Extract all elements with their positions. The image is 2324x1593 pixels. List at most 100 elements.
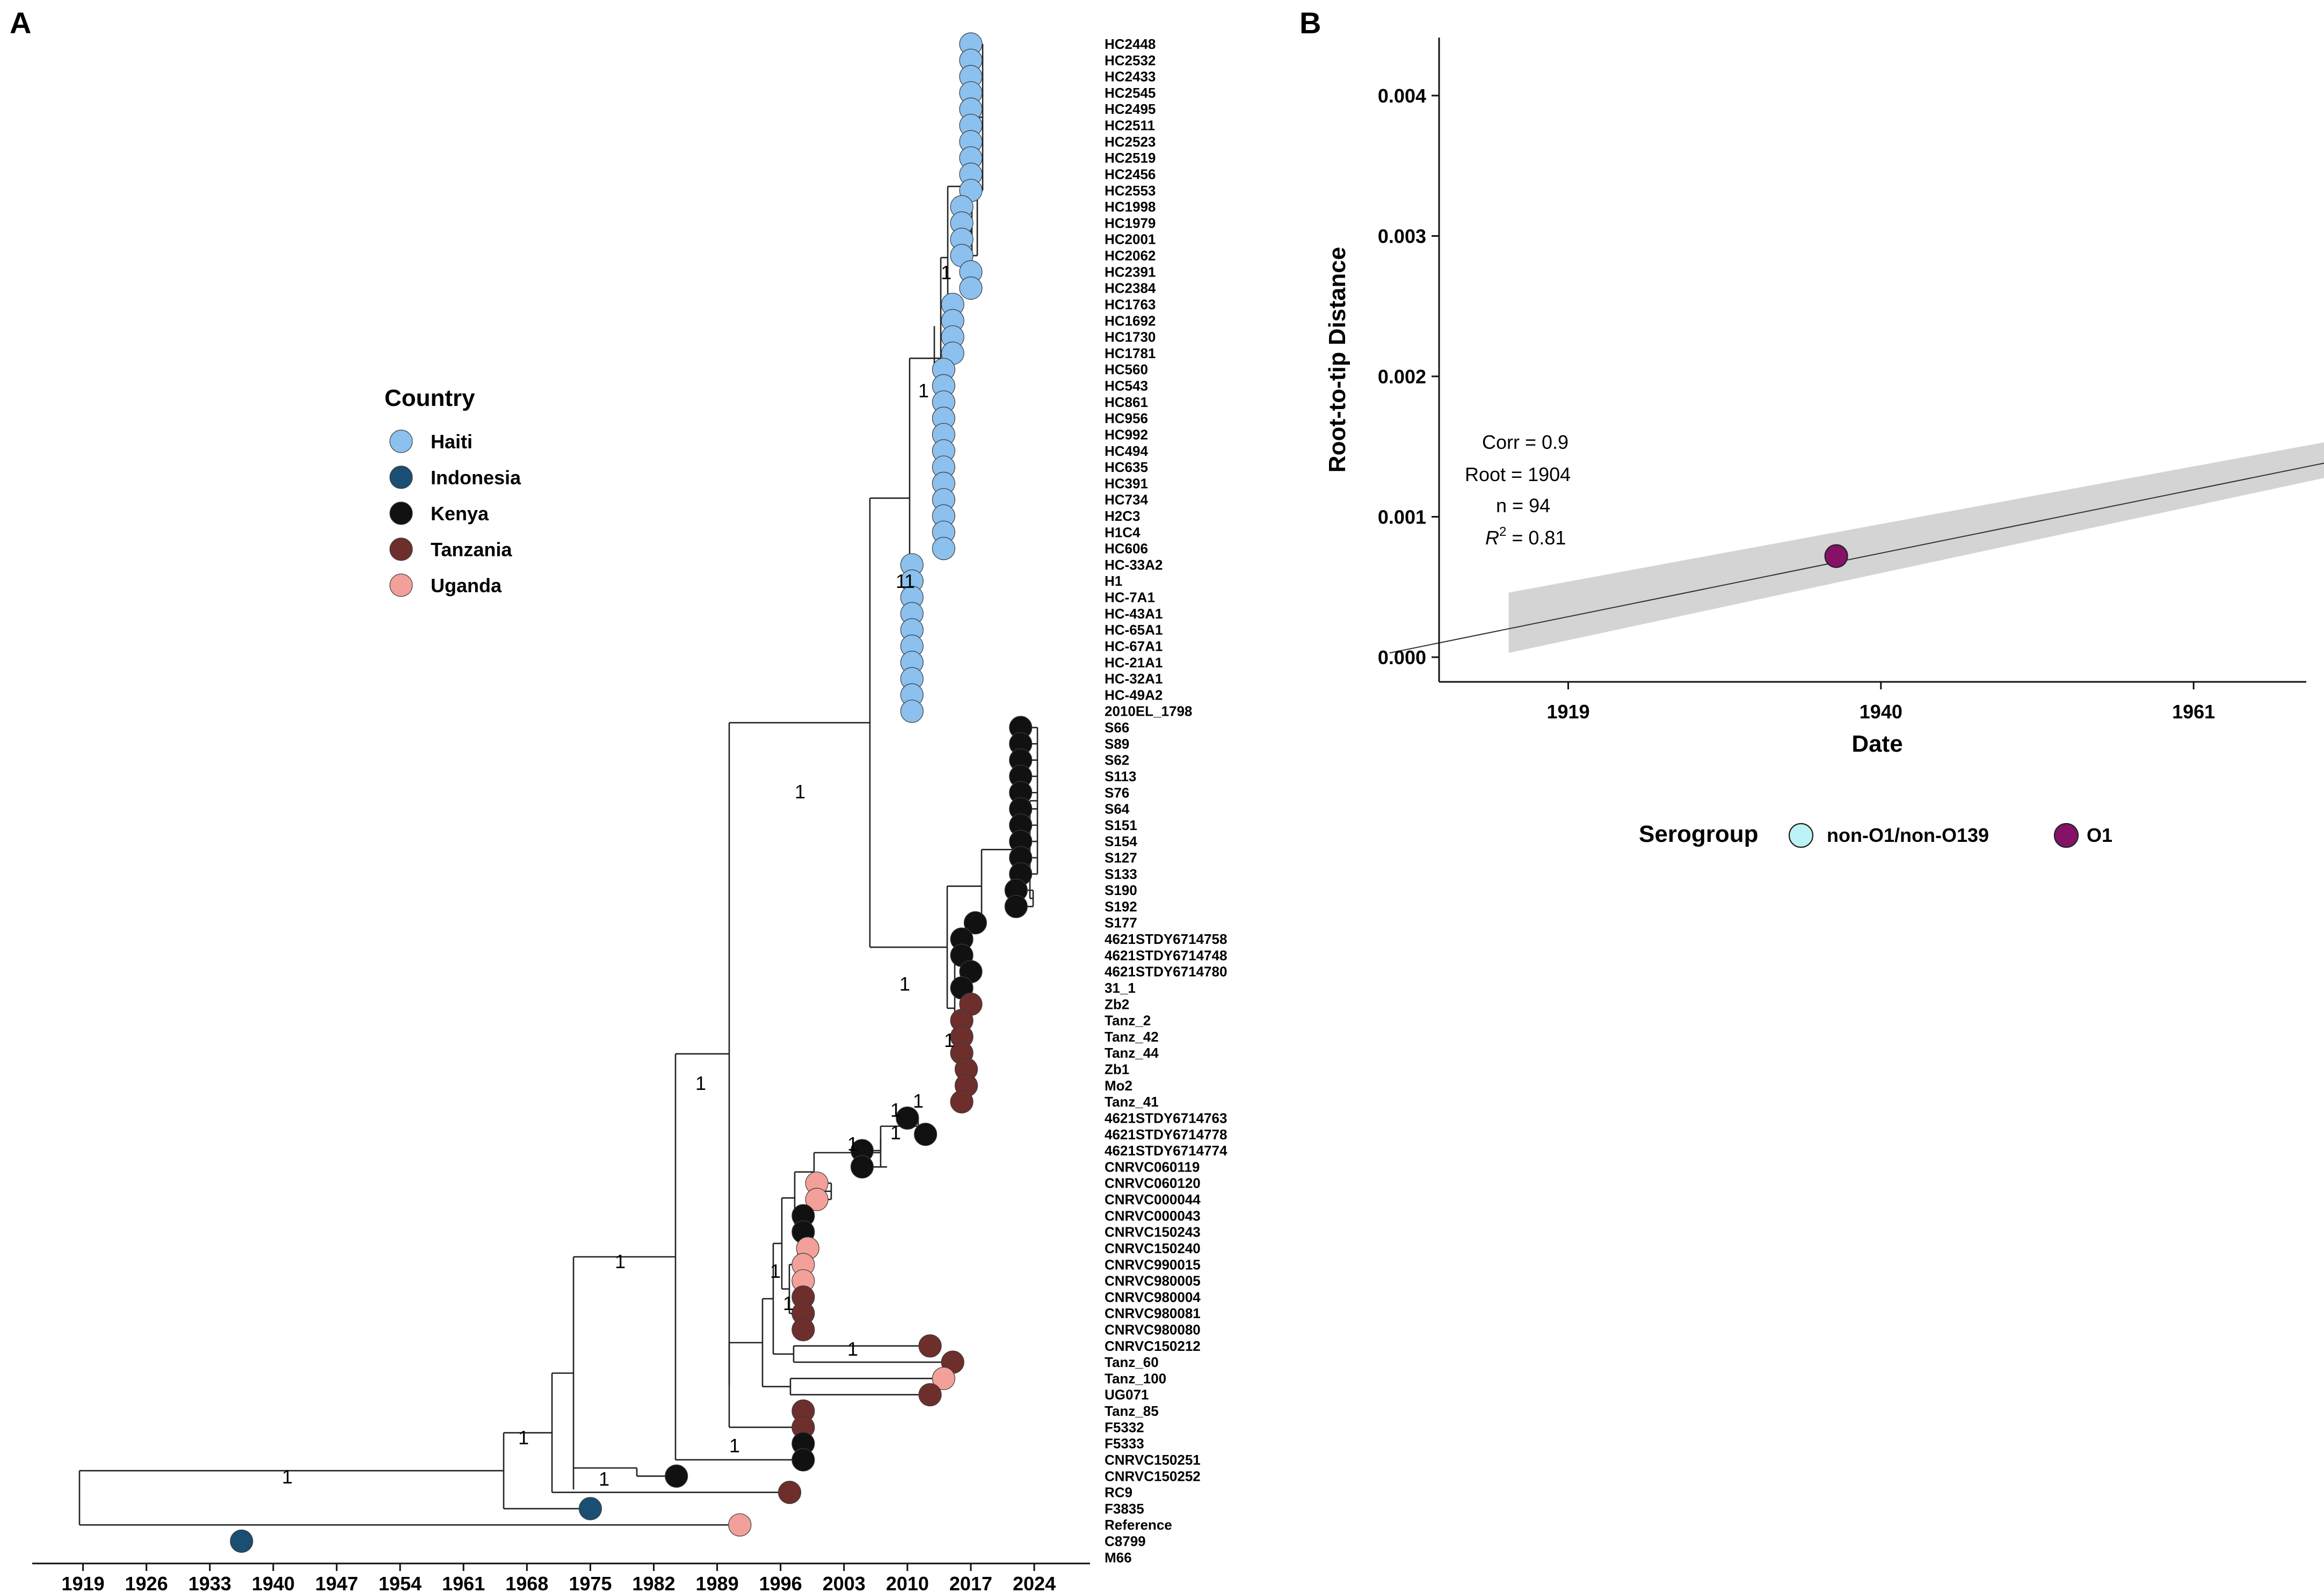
tip-label: HC2456 xyxy=(1105,166,1156,182)
stat-line-r2: R2 = 0.81 xyxy=(1485,525,1566,549)
stat-line: Root = 1904 xyxy=(1465,463,1571,485)
panel-label-b: B xyxy=(1299,6,1321,40)
tip-label: 31_1 xyxy=(1105,980,1136,996)
stat-sep: = xyxy=(1520,431,1542,453)
tip-dot xyxy=(791,1448,815,1472)
tip-label: HC1781 xyxy=(1105,345,1156,361)
tip-dot xyxy=(850,1155,874,1179)
tip-dot xyxy=(932,537,955,561)
tree-axis-tick-label: 1926 xyxy=(125,1573,168,1593)
tip-label: Zb2 xyxy=(1105,996,1129,1012)
tip-dot xyxy=(728,1513,752,1537)
y-axis-tick-label: 0.001 xyxy=(1378,506,1426,528)
support-value: 1 xyxy=(944,1029,955,1051)
tip-label: HC2523 xyxy=(1105,134,1156,150)
tip-dot xyxy=(778,1480,802,1504)
tip-label: HC-7A1 xyxy=(1105,590,1155,606)
tip-label: CNRVC980080 xyxy=(1105,1321,1201,1337)
tree-tips: HC2448HC2532HC2433HC2545HC2495HC2511HC25… xyxy=(230,32,1228,1566)
tip-label: 4621STDY6714774 xyxy=(1105,1143,1228,1159)
tip-dot xyxy=(950,1090,974,1114)
confidence-band xyxy=(1508,442,2324,653)
country-legend-label: Haiti xyxy=(431,431,473,453)
tip-label: HC1763 xyxy=(1105,296,1156,312)
tip-label: HC2448 xyxy=(1105,36,1156,52)
tree-axis-tick-label: 2003 xyxy=(823,1573,866,1593)
tip-label: H2C3 xyxy=(1105,508,1140,524)
root-to-tip-plot: 0.0000.0010.0020.0030.004191919401961198… xyxy=(1324,38,2324,757)
tip-label: HC2519 xyxy=(1105,150,1156,166)
tip-label: CNRVC980004 xyxy=(1105,1289,1201,1305)
tip-label: S177 xyxy=(1105,915,1137,931)
stat-label: R xyxy=(1485,527,1499,549)
tip-label: HC-49A2 xyxy=(1105,687,1163,703)
tip-label: HC2545 xyxy=(1105,85,1156,101)
support-value: 1 xyxy=(729,1435,740,1457)
tip-label: HC-43A1 xyxy=(1105,606,1163,622)
tip-dot xyxy=(918,1383,942,1407)
support-value: 1 xyxy=(941,261,952,283)
support-value: 1 xyxy=(904,570,915,592)
stat-line: n = 94 xyxy=(1496,494,1550,517)
tip-label: HC1998 xyxy=(1105,199,1156,215)
y-axis-tick-label: 0.003 xyxy=(1378,226,1426,248)
tip-label: Mo2 xyxy=(1105,1078,1132,1094)
support-value: 1 xyxy=(615,1250,626,1272)
tip-label: S64 xyxy=(1105,801,1130,817)
tip-label: F5332 xyxy=(1105,1419,1144,1435)
tip-dot xyxy=(1004,894,1028,919)
tip-label: HC2384 xyxy=(1105,280,1156,296)
tip-label: 2010EL_1798 xyxy=(1105,703,1192,719)
serogroup-legend-swatch xyxy=(1788,823,1814,848)
tip-label: HC1692 xyxy=(1105,312,1156,329)
tip-label: HC-65A1 xyxy=(1105,622,1163,638)
tip-label: HC-33A2 xyxy=(1105,557,1163,573)
tip-label: S151 xyxy=(1105,817,1137,833)
support-value: 1 xyxy=(899,973,910,995)
tree-axis-tick-label: 1919 xyxy=(62,1573,105,1593)
tree-axis-tick-label: 1933 xyxy=(188,1573,231,1593)
tip-label: Tanz_44 xyxy=(1105,1045,1159,1061)
country-legend-swatch xyxy=(389,501,413,525)
tip-label: CNRVC150243 xyxy=(1105,1224,1201,1240)
support-value: 1 xyxy=(918,380,929,402)
tip-label: Tanz_85 xyxy=(1105,1403,1159,1419)
tip-label: CNRVC060119 xyxy=(1105,1159,1200,1175)
tip-dot xyxy=(665,1464,688,1488)
tip-label: S113 xyxy=(1105,768,1136,784)
stat-label: Corr xyxy=(1482,431,1520,453)
x-axis-tick-label: 1919 xyxy=(1546,701,1589,723)
support-value: 1 xyxy=(847,1338,858,1360)
support-value: 1 xyxy=(783,1292,794,1314)
tree-axis-tick-label: 2024 xyxy=(1013,1573,1056,1593)
tip-label: HC-21A1 xyxy=(1105,654,1163,671)
tree-axis-tick-label: 1975 xyxy=(569,1573,612,1593)
y-axis-tick-label: 0.002 xyxy=(1378,366,1426,388)
tip-dot xyxy=(578,1497,602,1521)
tip-label: HC734 xyxy=(1105,492,1148,508)
tip-label: HC543 xyxy=(1105,378,1148,394)
tip-label: CNRVC150251 xyxy=(1105,1452,1201,1468)
tip-label: HC2391 xyxy=(1105,264,1156,280)
country-legend: Country Haiti Indonesia Kenya Tanzania Uganda xyxy=(384,385,521,597)
tip-label: CNRVC000044 xyxy=(1105,1191,1201,1208)
tip-label: HC494 xyxy=(1105,443,1148,459)
tip-dot xyxy=(805,1188,829,1211)
y-axis-tick-label: 0.000 xyxy=(1378,646,1426,668)
tip-label: CNRVC150240 xyxy=(1105,1240,1201,1256)
tip-label: 4621STDY6714763 xyxy=(1105,1110,1227,1126)
tip-label: HC2062 xyxy=(1105,248,1156,264)
tip-dot xyxy=(959,277,983,300)
tip-label: Tanz_60 xyxy=(1105,1354,1159,1370)
country-legend-swatch xyxy=(389,465,413,489)
support-value: 1 xyxy=(847,1133,858,1155)
tree-axis-tick-label: 2017 xyxy=(949,1573,992,1593)
tip-label: H1C4 xyxy=(1105,524,1141,540)
serogroup-legend-label: O1 xyxy=(2087,824,2112,846)
country-legend-swatch xyxy=(389,537,413,561)
support-value: 1 xyxy=(599,1468,609,1490)
tip-label: S76 xyxy=(1105,784,1129,801)
tip-label: Tanz_41 xyxy=(1105,1094,1159,1110)
stat-label: Root xyxy=(1465,463,1506,485)
